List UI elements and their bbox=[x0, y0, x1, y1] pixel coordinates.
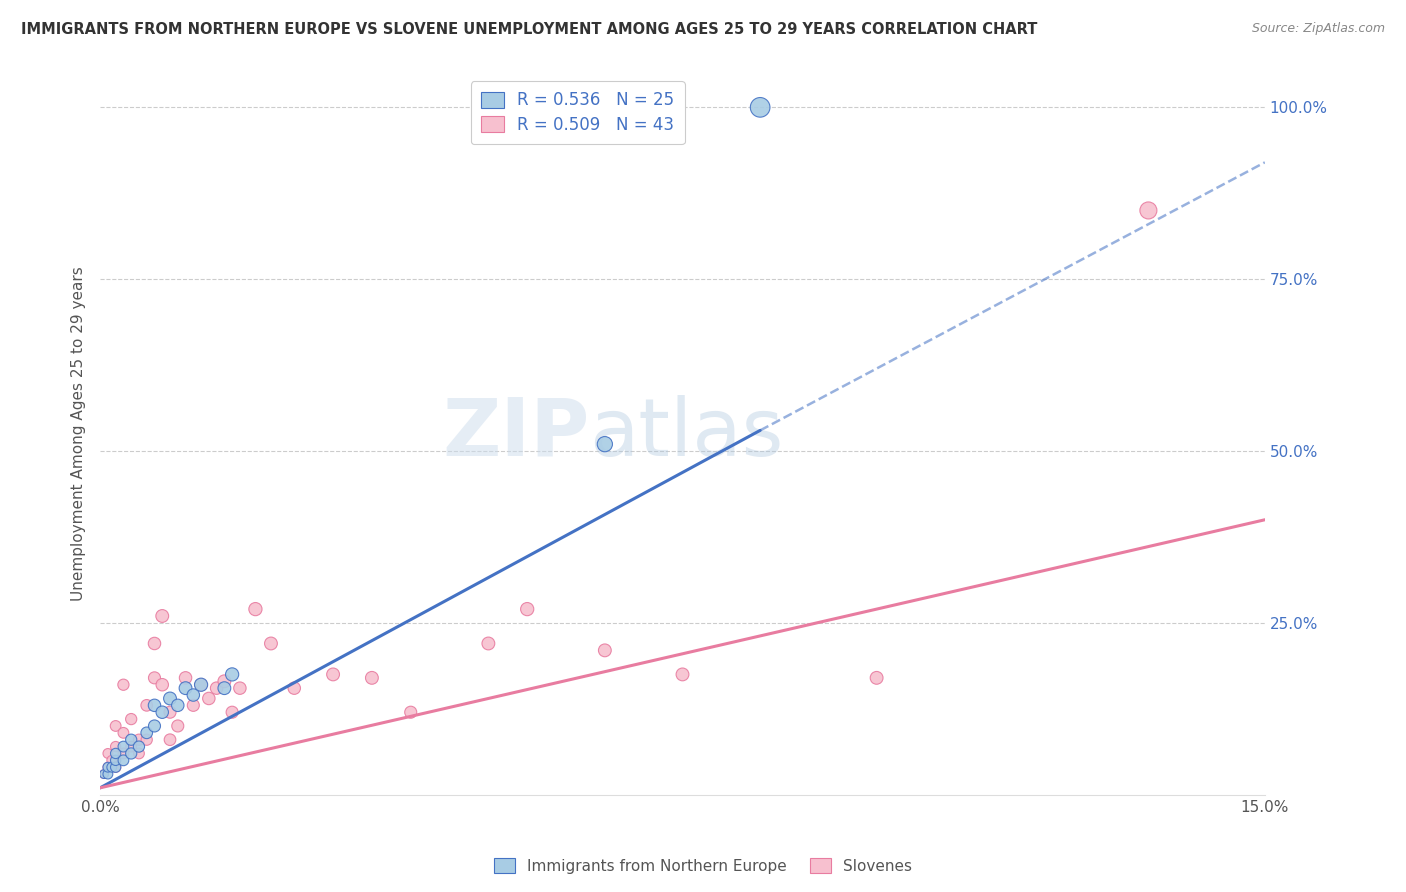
Point bbox=[112, 753, 135, 767]
Point bbox=[143, 719, 166, 733]
Point bbox=[104, 753, 127, 767]
Point bbox=[97, 760, 120, 774]
Point bbox=[283, 681, 305, 695]
Point bbox=[245, 602, 267, 616]
Text: Source: ZipAtlas.com: Source: ZipAtlas.com bbox=[1251, 22, 1385, 36]
Point bbox=[214, 681, 236, 695]
Point bbox=[104, 760, 127, 774]
Point bbox=[593, 437, 616, 451]
Point bbox=[1137, 203, 1160, 218]
Point bbox=[214, 674, 236, 689]
Point bbox=[260, 636, 283, 650]
Point bbox=[120, 732, 142, 747]
Point bbox=[112, 726, 135, 740]
Point bbox=[477, 636, 499, 650]
Point bbox=[104, 739, 127, 754]
Point bbox=[112, 747, 135, 761]
Point bbox=[100, 753, 122, 767]
Point bbox=[516, 602, 538, 616]
Point bbox=[150, 609, 173, 624]
Point bbox=[190, 678, 212, 692]
Point bbox=[181, 698, 204, 713]
Point bbox=[128, 732, 150, 747]
Point bbox=[166, 719, 188, 733]
Point bbox=[120, 747, 142, 761]
Point bbox=[749, 100, 772, 114]
Point bbox=[174, 681, 197, 695]
Point bbox=[112, 739, 135, 754]
Point bbox=[100, 760, 122, 774]
Point bbox=[120, 712, 142, 726]
Point bbox=[190, 678, 212, 692]
Point bbox=[150, 705, 173, 719]
Point bbox=[229, 681, 252, 695]
Point bbox=[104, 719, 127, 733]
Legend: Immigrants from Northern Europe, Slovenes: Immigrants from Northern Europe, Slovene… bbox=[488, 852, 918, 880]
Point bbox=[128, 739, 150, 754]
Point bbox=[143, 671, 166, 685]
Point bbox=[865, 671, 887, 685]
Point bbox=[112, 678, 135, 692]
Point bbox=[322, 667, 344, 681]
Point bbox=[159, 705, 181, 719]
Point bbox=[221, 705, 243, 719]
Point bbox=[174, 671, 197, 685]
Point bbox=[97, 760, 120, 774]
Point bbox=[181, 688, 204, 702]
Point bbox=[198, 691, 221, 706]
Legend: R = 0.536   N = 25, R = 0.509   N = 43: R = 0.536 N = 25, R = 0.509 N = 43 bbox=[471, 81, 685, 144]
Point bbox=[120, 739, 142, 754]
Point bbox=[128, 747, 150, 761]
Text: IMMIGRANTS FROM NORTHERN EUROPE VS SLOVENE UNEMPLOYMENT AMONG AGES 25 TO 29 YEAR: IMMIGRANTS FROM NORTHERN EUROPE VS SLOVE… bbox=[21, 22, 1038, 37]
Point bbox=[135, 726, 157, 740]
Point bbox=[159, 732, 181, 747]
Point bbox=[143, 698, 166, 713]
Point bbox=[399, 705, 422, 719]
Point bbox=[104, 747, 127, 761]
Y-axis label: Unemployment Among Ages 25 to 29 years: Unemployment Among Ages 25 to 29 years bbox=[72, 267, 86, 601]
Point bbox=[671, 667, 693, 681]
Point bbox=[143, 636, 166, 650]
Point bbox=[93, 767, 115, 781]
Point bbox=[135, 698, 157, 713]
Point bbox=[221, 667, 243, 681]
Point bbox=[150, 678, 173, 692]
Point bbox=[159, 691, 181, 706]
Point bbox=[593, 643, 616, 657]
Point bbox=[361, 671, 384, 685]
Point bbox=[104, 760, 127, 774]
Point bbox=[97, 767, 120, 781]
Point bbox=[97, 747, 120, 761]
Text: atlas: atlas bbox=[589, 395, 783, 473]
Point bbox=[93, 767, 115, 781]
Point bbox=[166, 698, 188, 713]
Point bbox=[205, 681, 228, 695]
Point bbox=[135, 732, 157, 747]
Text: ZIP: ZIP bbox=[441, 395, 589, 473]
